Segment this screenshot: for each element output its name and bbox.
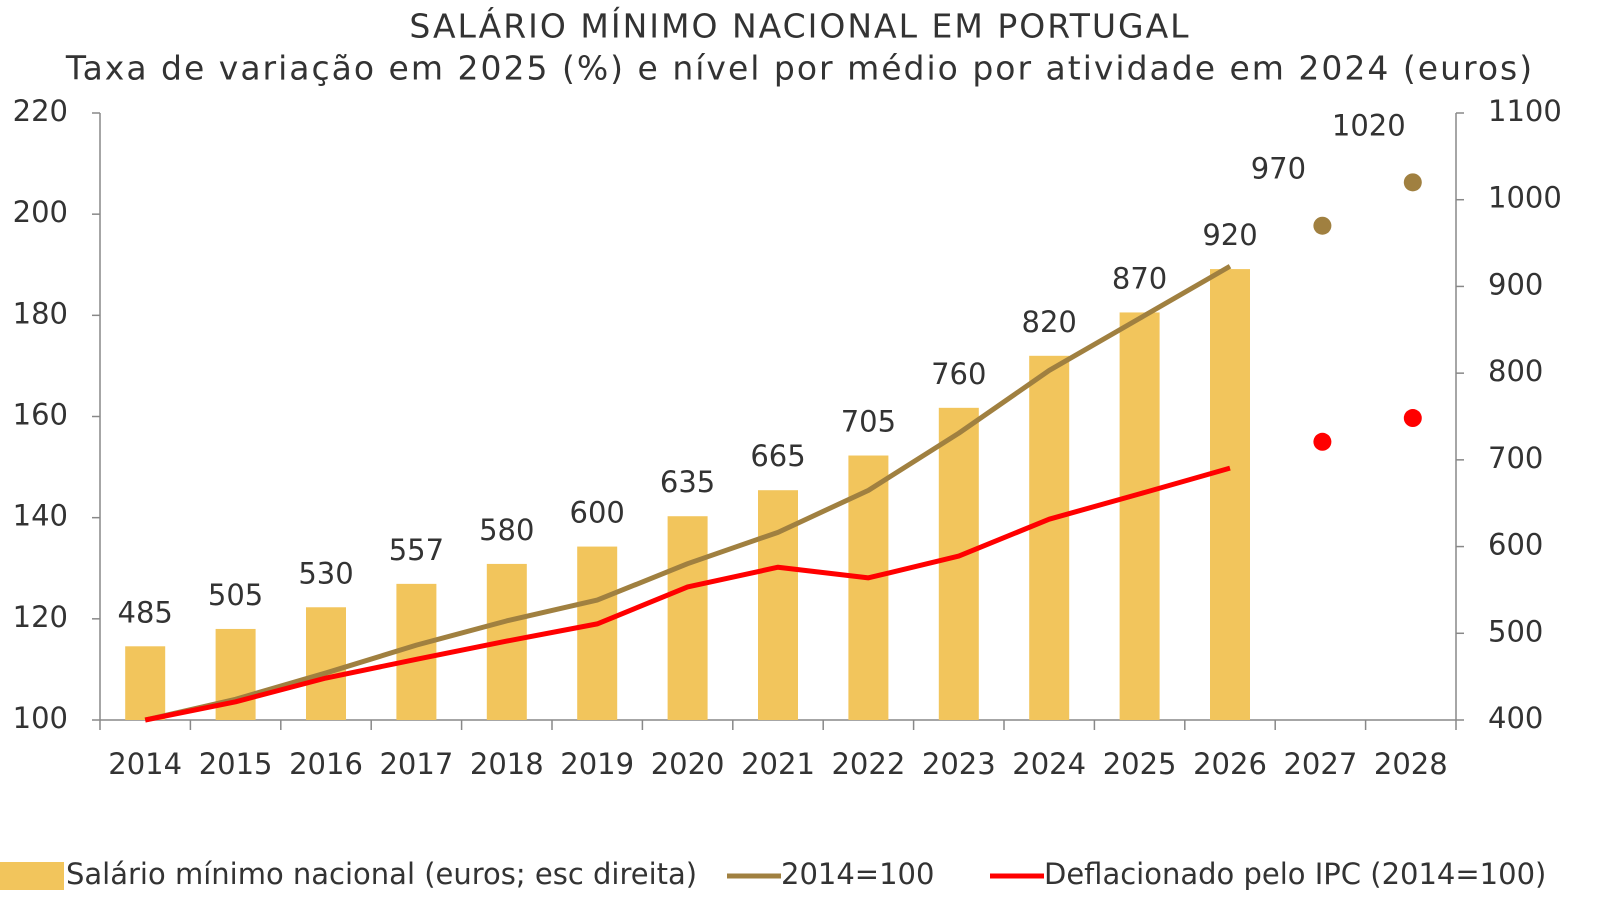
x-tick-label: 2028 <box>1374 747 1448 781</box>
legend-label: Salário mínimo nacional (euros; esc dire… <box>66 857 697 891</box>
data-label: 530 <box>298 556 353 590</box>
bar <box>1029 355 1070 720</box>
bar <box>1210 269 1250 720</box>
data-label: 1020 <box>1332 108 1406 142</box>
y-tick-label: 200 <box>13 195 68 229</box>
chart-title: SALÁRIO MÍNIMO NACIONAL EM PORTUGAL <box>409 6 1190 46</box>
bar <box>577 546 618 720</box>
data-label: 505 <box>208 578 263 612</box>
x-tick-label: 2019 <box>560 747 634 781</box>
bar <box>306 607 346 720</box>
x-tick-label: 2015 <box>199 747 273 781</box>
y2-tick-label: 500 <box>1488 614 1543 648</box>
dot <box>1313 432 1332 451</box>
x-tick-label: 2016 <box>289 747 363 781</box>
dot <box>1403 409 1422 428</box>
y2-tick-label: 800 <box>1488 354 1543 388</box>
bar <box>667 516 708 720</box>
data-label: 580 <box>479 513 534 547</box>
dot <box>1403 173 1422 192</box>
y-tick-label: 120 <box>13 600 68 634</box>
chart-subtitle: Taxa de variação em 2025 (%) e nível por… <box>65 49 1534 88</box>
bar <box>938 407 979 720</box>
y-tick-label: 160 <box>13 398 68 432</box>
bar <box>396 583 437 720</box>
x-tick-label: 2023 <box>922 747 996 781</box>
data-label: 485 <box>118 595 173 629</box>
data-label: 557 <box>389 533 444 567</box>
data-label: 920 <box>1202 218 1257 252</box>
data-label: 870 <box>1112 261 1167 295</box>
legend-label: 2014=100 <box>781 857 934 891</box>
bar <box>848 455 889 720</box>
y2-tick-label: 400 <box>1488 701 1543 735</box>
x-tick-label: 2020 <box>651 747 725 781</box>
x-tick-label: 2024 <box>1012 747 1086 781</box>
y-tick-label: 140 <box>13 499 68 533</box>
data-label: 970 <box>1251 152 1306 186</box>
data-label: 705 <box>841 405 896 439</box>
bar <box>125 646 166 720</box>
data-label: 760 <box>931 357 986 391</box>
line <box>144 465 1231 723</box>
y2-tick-label: 1100 <box>1488 94 1562 128</box>
x-tick-label: 2027 <box>1283 747 1357 781</box>
x-tick-label: 2021 <box>741 747 815 781</box>
x-tick-label: 2017 <box>379 747 453 781</box>
y2-tick-label: 700 <box>1488 441 1543 475</box>
x-tick-label: 2022 <box>831 747 905 781</box>
x-tick-label: 2018 <box>470 747 544 781</box>
legend-swatch <box>0 862 64 890</box>
data-label: 600 <box>570 496 625 530</box>
y2-tick-label: 1000 <box>1488 181 1562 215</box>
bar <box>1119 312 1160 720</box>
dot <box>1313 216 1332 235</box>
x-tick-label: 2014 <box>108 747 182 781</box>
y-tick-label: 180 <box>13 296 68 330</box>
data-label: 635 <box>660 465 715 499</box>
x-tick-label: 2025 <box>1103 747 1177 781</box>
y2-tick-label: 900 <box>1488 267 1543 301</box>
line <box>144 264 1232 723</box>
y-tick-label: 220 <box>13 94 68 128</box>
legend-label: Deflacionado pelo IPC (2014=100) <box>1044 857 1546 891</box>
y2-tick-label: 600 <box>1488 528 1543 562</box>
data-label: 820 <box>1022 305 1077 339</box>
y-tick-label: 100 <box>13 701 68 735</box>
data-label: 665 <box>750 439 805 473</box>
x-tick-label: 2026 <box>1193 747 1267 781</box>
